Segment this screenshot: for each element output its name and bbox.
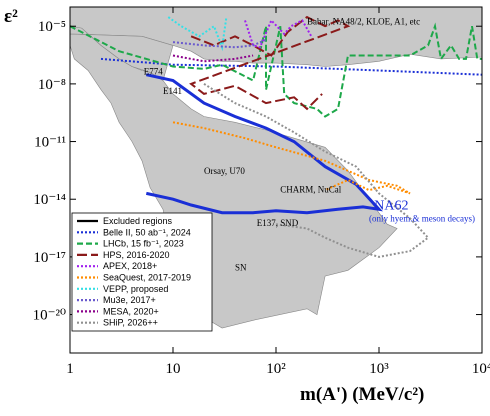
legend-label-0: Excluded regions [103,216,173,226]
x-tick-label-1: 10 [166,361,181,377]
annotation-3: Orsay, U70 [204,166,245,176]
annotation-6: SN [235,262,247,272]
annotation-7: NA62 [374,198,408,213]
legend-label-4: APEX, 2018+ [103,261,157,271]
series-line-1 [145,73,383,215]
x-tick-label-0: 1 [66,361,74,377]
y-tick-label-4: 10⁻¹⁷ [33,250,66,266]
series-line-4 [189,15,351,111]
legend-label-3: HPS, 2016-2020 [103,250,170,260]
series-line-10 [203,83,430,258]
legend-label-9: SHiP, 2026++ [103,318,158,328]
legend-label-7: Mu3e, 2017+ [103,295,156,305]
x-tick-label-4: 10⁴ [472,361,490,377]
legend-label-1: Belle II, 50 ab⁻¹, 2024 [103,227,191,237]
legend-label-5: SeaQuest, 2017-2019 [103,273,191,283]
y-tick-label-2: 10⁻¹¹ [34,135,66,151]
series-line-7 [167,16,228,52]
y-tick-label-5: 10⁻²⁰ [33,308,66,324]
series-line-3 [70,22,482,118]
plot-area [70,7,482,329]
y-tick-label-0: 10⁻⁵ [38,19,66,35]
legend-label-2: LHCb, 15 fb⁻¹, 2023 [103,239,184,249]
y-tick-label-1: 10⁻⁸ [38,77,66,93]
x-tick-label-2: 10² [266,361,286,377]
annotation-1: E774 [144,67,163,77]
y-axis-label: ε² [4,6,18,27]
y-tick-label-3: 10⁻¹⁴ [33,192,66,208]
annotation-8: (only hyem.& meson decays) [369,213,475,223]
series-line-8 [172,38,267,49]
series-line-2 [100,57,482,76]
axis-ticks: 1 10 10² 10³ 10⁴ 10⁻⁵ 10⁻⁸ 10⁻¹¹ 10⁻¹⁴ 10⁻¹⁷ 10⁻²⁰ [33,7,490,377]
x-axis-label: m(A') (MeV/c²) [300,384,424,405]
x-tick-label-3: 10³ [369,361,389,377]
legend-label-8: MESA, 2020+ [103,306,159,316]
annotation-4: CHARM, NuCal [280,185,342,195]
annotation-2: E141 [163,86,182,96]
legend-label-6: VEPP, proposed [103,284,168,294]
annotation-0: Babar, NA48/2, KLOE, A1, etc [307,17,420,27]
series-lines [70,15,482,258]
annotation-5: E137, SND [257,218,299,228]
legend-box [71,212,213,332]
excluded-regions [70,7,482,329]
